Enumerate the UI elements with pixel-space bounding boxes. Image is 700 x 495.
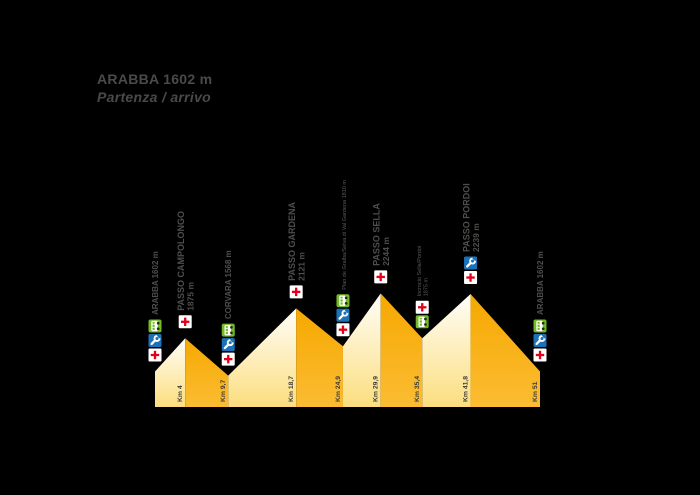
km-label: Km 4: [177, 385, 184, 402]
medical-assistance-icon: [533, 348, 547, 362]
waypoint-label: PASSO PORDOI: [462, 183, 472, 252]
km-label: Km 35,4: [414, 376, 421, 402]
shuttle-bus-icon: [221, 323, 235, 337]
waypoint-label: PASSO SELLA: [372, 203, 382, 266]
medical-assistance-icon: [178, 315, 192, 329]
page-subtitle: Partenza / arrivo: [97, 89, 212, 106]
profile-segment-descent: [470, 294, 540, 407]
km-label: Km 41,8: [463, 376, 470, 402]
title-block: ARABBA 1602 m Partenza / arrivo: [97, 70, 212, 106]
waypoint-label: PASSO GARDENA: [287, 202, 297, 281]
medical-assistance-icon: [464, 271, 478, 285]
mechanic-assistance-icon: [148, 333, 162, 347]
waypoint-elevation-label: 2244 m: [381, 237, 391, 266]
km-label: Km 24,9: [335, 376, 342, 402]
waypoint-elevation-label: 1875 m: [186, 282, 196, 311]
profile-segment-climb: [342, 293, 381, 407]
medical-assistance-icon: [336, 323, 350, 337]
shuttle-bus-icon: [415, 315, 429, 329]
shuttle-bus-icon: [148, 319, 162, 333]
profile-segment-descent: [185, 338, 229, 407]
waypoint-elevation-label: 1875 m: [424, 278, 430, 297]
medical-assistance-icon: [289, 285, 303, 299]
profile-segment-climb: [422, 294, 471, 407]
profile-segment-climb: [228, 308, 297, 407]
mechanic-assistance-icon: [221, 337, 235, 352]
km-label: Km 18,7: [288, 376, 295, 402]
medical-assistance-icon: [374, 270, 388, 284]
shuttle-bus-icon: [336, 294, 350, 308]
mechanic-assistance-icon: [533, 333, 547, 347]
profile-segment-climb: [155, 338, 186, 407]
waypoint-label: ARABBA 1602 m: [151, 251, 160, 315]
profile-segment-descent: [380, 293, 423, 407]
medical-assistance-icon: [415, 300, 429, 314]
page-title: ARABBA 1602 m: [97, 71, 213, 87]
waypoint-label: Incrocio Sella/Pordoi: [417, 246, 423, 296]
km-label: Km 29,9: [373, 376, 380, 402]
waypoint-elevation-label: 2121 m: [297, 252, 307, 281]
km-label: Km 9,7: [220, 379, 227, 402]
waypoint-label: CORVARA 1568 m: [224, 250, 233, 319]
waypoint-label: Plan de Gralba/Selva di Val Gardena 1810…: [342, 180, 348, 290]
mechanic-assistance-icon: [336, 308, 350, 322]
waypoint-label: PASSO CAMPOLONGO: [176, 211, 186, 311]
shuttle-bus-icon: [533, 319, 547, 333]
km-label: Km 51: [532, 381, 539, 402]
medical-assistance-icon: [221, 352, 235, 366]
medical-assistance-icon: [148, 348, 162, 362]
mechanic-assistance-icon: [464, 256, 478, 270]
waypoint-label: ARABBA 1602 m: [536, 251, 545, 315]
profile-segment-descent: [296, 308, 343, 407]
waypoint-elevation-label: 2239 m: [471, 223, 481, 252]
